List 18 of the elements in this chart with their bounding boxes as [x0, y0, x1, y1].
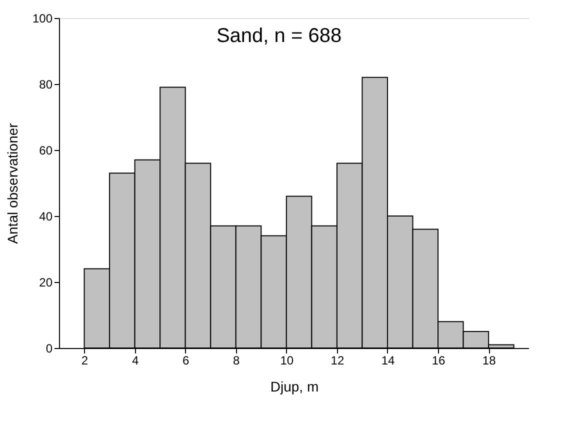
y-tick-label: 80: [39, 78, 53, 92]
x-axis-title: Djup, m: [270, 378, 319, 394]
x-tick-label: 12: [330, 354, 344, 368]
chart-title: Sand, n = 688: [216, 25, 342, 47]
y-tick-label: 20: [39, 276, 53, 290]
x-tick-label: 8: [233, 354, 240, 368]
x-tick-label: 14: [381, 354, 395, 368]
x-tick-label: 16: [432, 354, 446, 368]
x-tick-label: 4: [132, 354, 139, 368]
y-axis-title: Antal observationer: [4, 122, 20, 244]
y-tick-label: 100: [32, 12, 53, 26]
x-tick-label: 18: [482, 354, 496, 368]
x-tick-label: 10: [280, 354, 294, 368]
x-tick-label: 6: [182, 354, 190, 368]
y-tick-label: 0: [46, 342, 53, 356]
x-tick-label: 2: [81, 354, 88, 368]
y-tick-label: 40: [39, 210, 53, 224]
y-tick-label: 60: [39, 144, 53, 158]
